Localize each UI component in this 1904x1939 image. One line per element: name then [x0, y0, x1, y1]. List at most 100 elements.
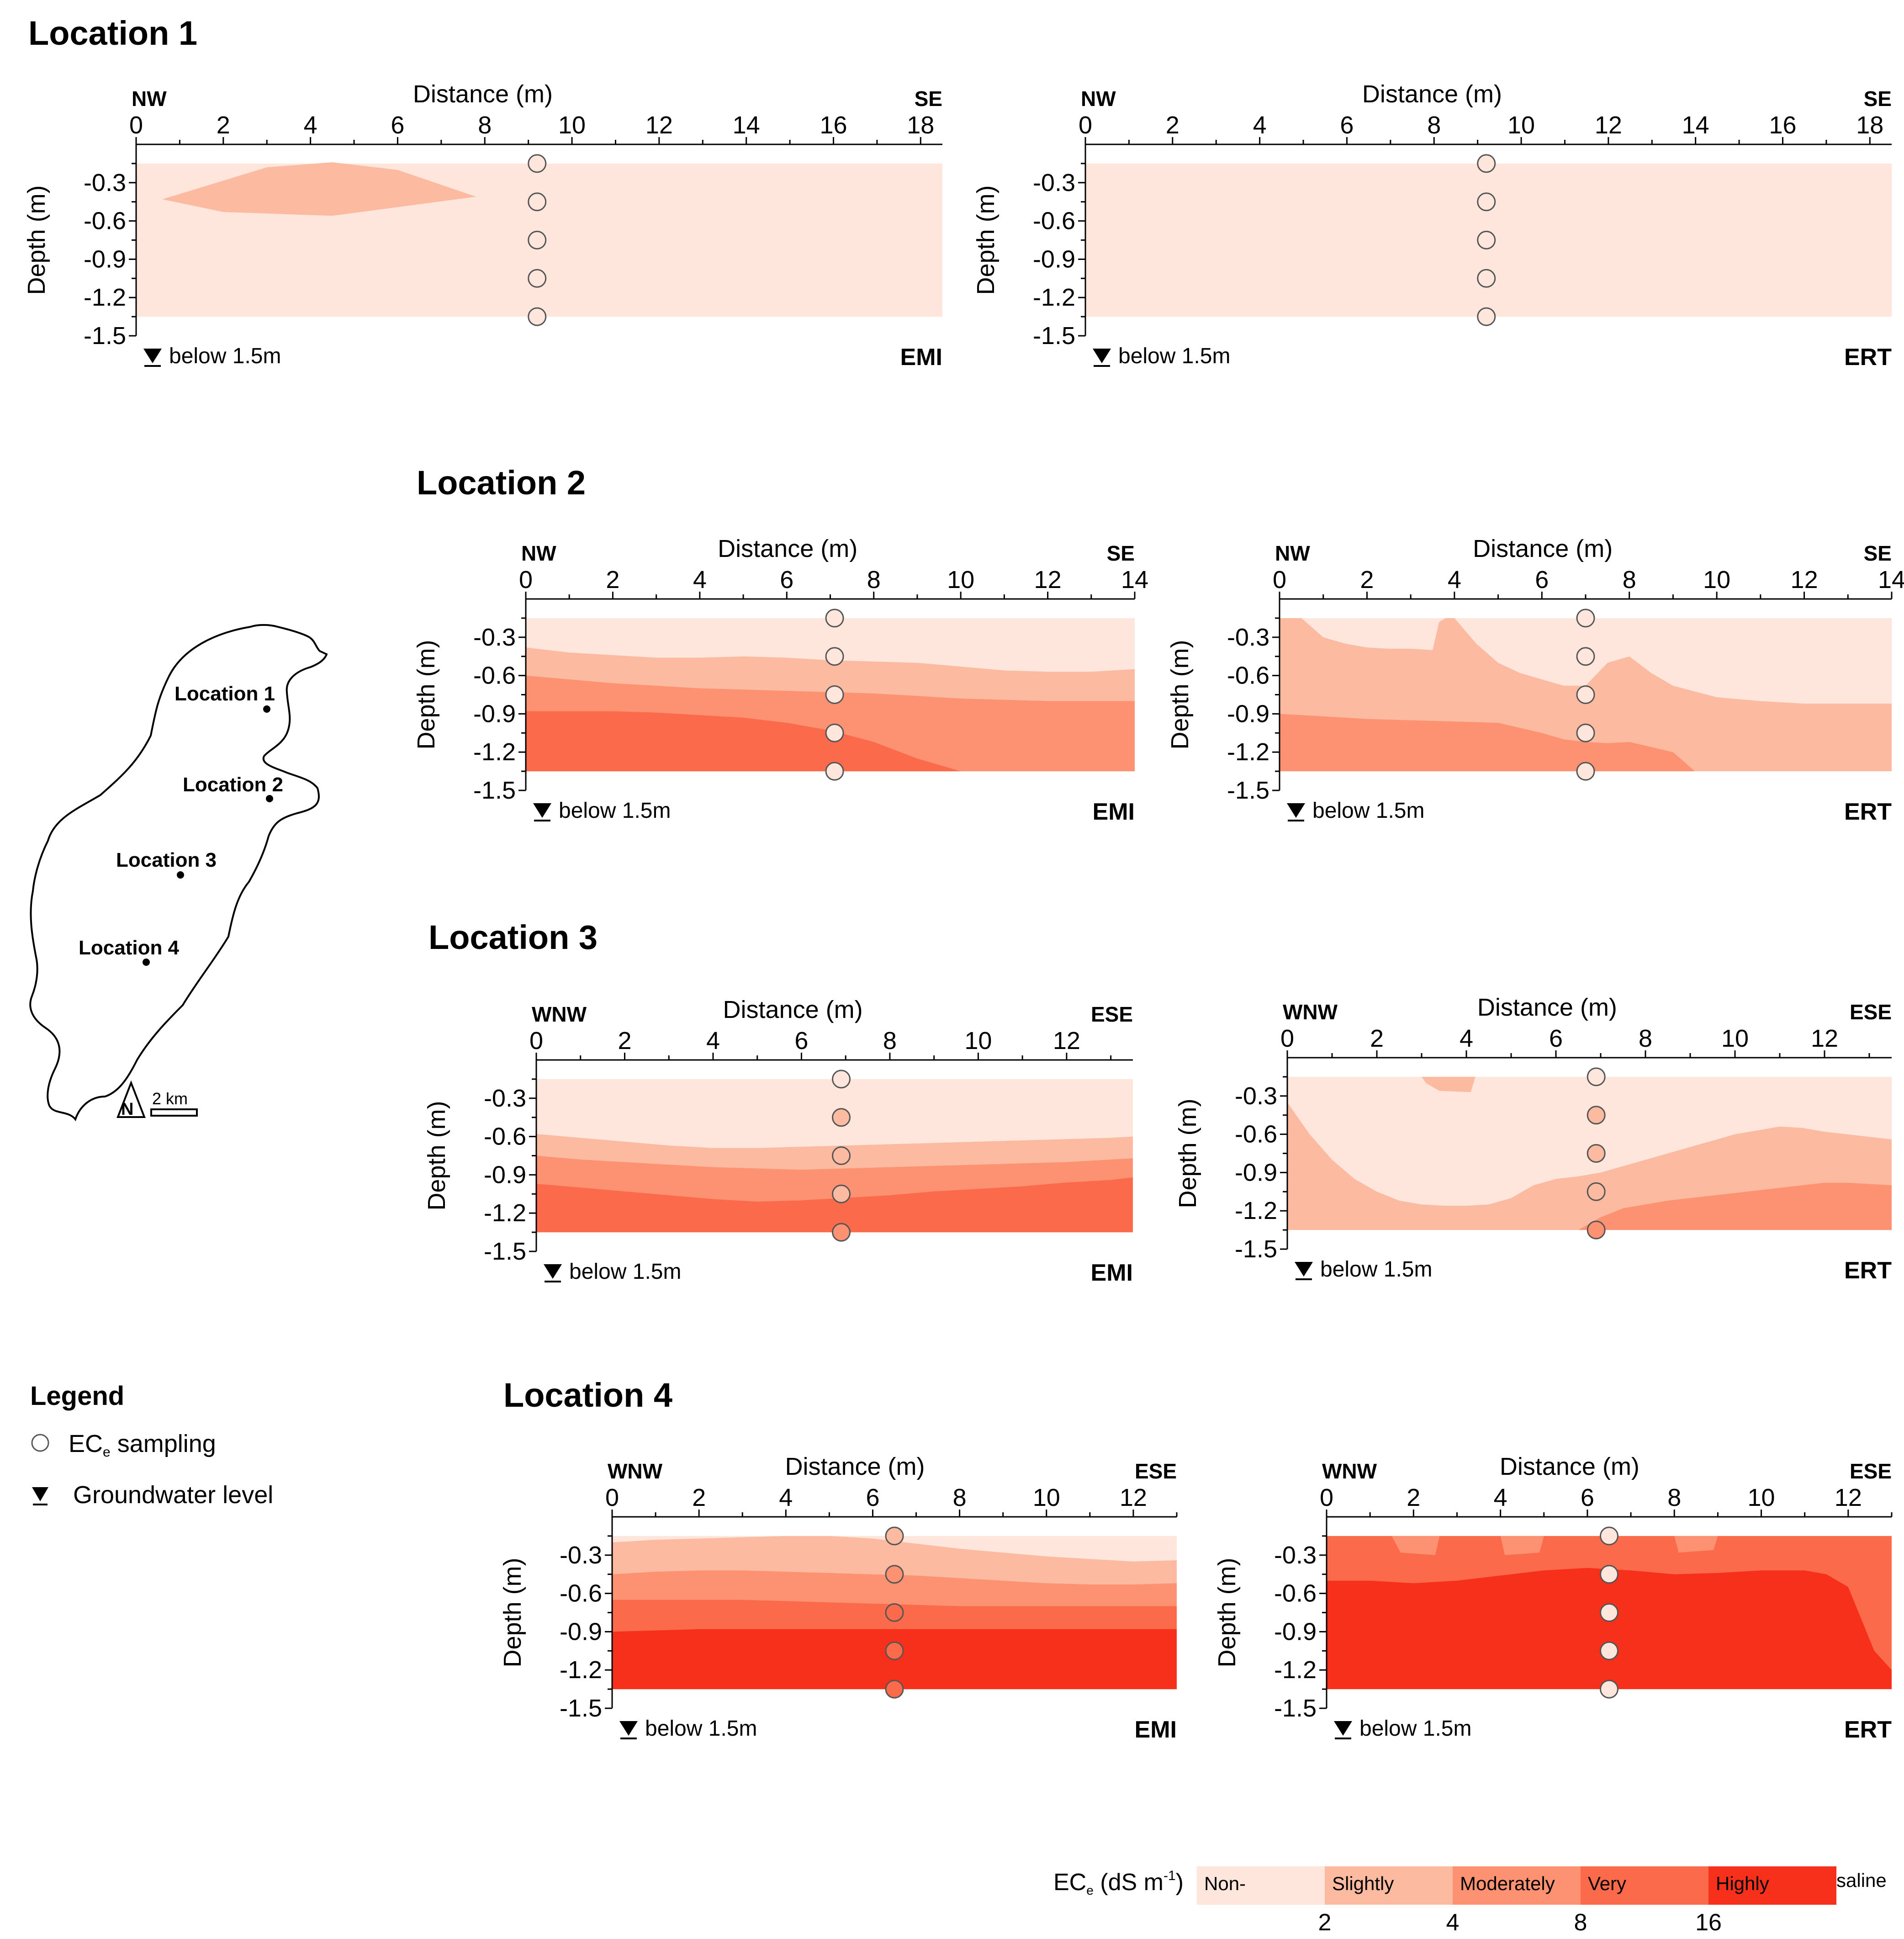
sampling-point	[528, 192, 547, 212]
colorbar-class-label: Moderately	[1460, 1873, 1555, 1894]
colorbar-swatch-2	[1325, 1866, 1453, 1905]
island-map: Location 1 Location 2 Location 3 Locatio…	[29, 624, 328, 1122]
sampling-point	[1600, 1526, 1618, 1546]
sampling-point	[832, 1070, 851, 1089]
x-tick-label: 0	[519, 566, 533, 593]
y-tick-label: -0.3	[484, 1085, 526, 1112]
colorbar: ECe (dS m-1) Non- Slightly Moderately Very H…	[1053, 1866, 1887, 1936]
map-label-location-1: Location 1	[175, 683, 275, 705]
y-tick-label: -1.5	[1235, 1235, 1277, 1263]
profile-panel-location-3-ert: 0 2 4 6 8 10 12 -0.3 -0.6 -0.9 -1.2 -1.5 Distance (m…	[1174, 994, 1892, 1284]
groundwater-triangle-icon	[533, 803, 551, 818]
x-tick-label: 10	[947, 566, 974, 593]
sampling-point	[885, 1679, 904, 1699]
y-tick-label: -0.3	[1274, 1542, 1317, 1569]
x-tick-label: 8	[1639, 1025, 1652, 1052]
y-tick-label: -0.9	[84, 245, 126, 273]
x-tick-label: 14	[1121, 566, 1148, 593]
y-tick-label: -1.5	[1274, 1695, 1317, 1722]
y-tick-label: -0.9	[473, 700, 516, 727]
direction-label-right: SE	[915, 87, 942, 111]
groundwater-label: below 1.5m	[1118, 344, 1230, 368]
y-tick-label: -0.6	[560, 1580, 602, 1607]
groundwater-triangle-icon	[544, 1264, 562, 1279]
colorbar-swatch-3	[1453, 1866, 1581, 1905]
x-tick-label: 10	[1747, 1484, 1775, 1511]
sampling-point	[885, 1603, 904, 1622]
map-label-location-4: Location 4	[79, 937, 180, 959]
y-tick-label: -1.2	[1227, 738, 1269, 766]
x-tick-label: 16	[1769, 111, 1796, 139]
sampling-point	[1477, 154, 1496, 173]
x-tick-label: 2	[1360, 566, 1374, 593]
sampling-point	[825, 647, 844, 666]
x-tick-label: 16	[820, 111, 847, 139]
x-tick-label: 8	[867, 566, 881, 593]
x-tick-label: 8	[1623, 566, 1636, 593]
direction-label-right: ESE	[1850, 1000, 1892, 1024]
y-tick-label: -1.2	[84, 284, 126, 311]
x-tick-label: 12	[1053, 1027, 1080, 1054]
groundwater-triangle-icon	[619, 1721, 638, 1736]
x-tick-label: 14	[733, 111, 760, 139]
x-axis-title: Distance (m)	[1477, 994, 1617, 1021]
map-scale-label: 2 km	[152, 1089, 188, 1108]
y-tick-label: -0.9	[1227, 700, 1269, 727]
x-tick-label: 4	[693, 566, 707, 593]
groundwater-label: below 1.5m	[169, 344, 281, 368]
y-tick-label: -1.5	[1227, 777, 1269, 804]
sampling-point	[1600, 1679, 1618, 1699]
sampling-point	[1576, 647, 1595, 666]
direction-label-left: NW	[132, 87, 167, 111]
groundwater-triangle-icon	[143, 349, 162, 363]
sampling-point	[1587, 1144, 1606, 1163]
x-tick-label: 8	[883, 1027, 897, 1054]
legend-title: Legend	[30, 1381, 124, 1411]
x-tick-label: 6	[794, 1027, 808, 1054]
colorbar-threshold-label: 8	[1574, 1909, 1587, 1936]
axes: 0 2 4 6 8 10 12 -0.3 -0.6 -0.9 -1.2 -1.5 Distance (m…	[423, 996, 1133, 1286]
sampling-point	[1477, 307, 1496, 326]
direction-label-right: SE	[1864, 87, 1892, 111]
x-tick-label: 2	[618, 1027, 631, 1054]
profile-panel-location-3-emi: 0 2 4 6 8 10 12 -0.3 -0.6 -0.9 -1.2 -1.5 Distance (m…	[423, 996, 1133, 1286]
profile-panel-location-2-emi: 0 2 4 6 8 10 12 14 -0.3 -0.6 -0.9 -1.2 -1.5 Distance …	[413, 535, 1148, 825]
colorbar-class-label: Slightly	[1332, 1873, 1394, 1894]
y-axis-title: Depth (m)	[972, 185, 1000, 295]
y-axis-title: Depth (m)	[1174, 1098, 1201, 1208]
y-axis-title: Depth (m)	[23, 185, 50, 295]
y-axis-title: Depth (m)	[413, 640, 440, 749]
map-marker-location-3	[177, 871, 184, 879]
sampling-point	[832, 1223, 851, 1242]
sampling-point	[1576, 762, 1595, 781]
y-tick-label: -1.5	[84, 322, 126, 350]
y-tick-label: -1.2	[1235, 1197, 1277, 1224]
y-tick-label: -0.6	[1274, 1580, 1317, 1607]
x-tick-label: 2	[1407, 1484, 1420, 1511]
salinity-layer-class-2	[1280, 714, 1892, 772]
x-axis-title: Distance (m)	[723, 996, 863, 1023]
x-tick-label: 10	[964, 1027, 992, 1054]
x-tick-label: 6	[391, 111, 404, 139]
colorbar-threshold-label: 4	[1446, 1909, 1460, 1936]
y-axis-title: Depth (m)	[1166, 640, 1194, 749]
x-tick-label: 10	[1703, 566, 1730, 593]
sampling-point	[825, 609, 844, 628]
sampling-point	[1587, 1182, 1606, 1201]
colorbar-swatch-5	[1708, 1866, 1836, 1905]
x-tick-label: 10	[558, 111, 586, 139]
direction-label-left: WNW	[608, 1459, 663, 1483]
y-tick-label: -0.6	[1235, 1121, 1277, 1148]
y-tick-label: -1.2	[1033, 284, 1075, 311]
groundwater-label: below 1.5m	[559, 799, 671, 823]
axes: 0 2 4 6 8 10 12 -0.3 -0.6 -0.9 -1.2 -1.5 Distance (m…	[1174, 994, 1892, 1284]
x-tick-label: 4	[1448, 566, 1461, 593]
sampling-point	[528, 307, 547, 326]
sampling-circle-icon	[31, 1434, 49, 1452]
salinity-zone-class-2	[1674, 1536, 1718, 1553]
x-tick-label: 12	[1034, 566, 1062, 593]
x-tick-label: 0	[1320, 1484, 1333, 1511]
y-tick-label: -1.2	[560, 1656, 602, 1684]
x-tick-label: 12	[645, 111, 673, 139]
